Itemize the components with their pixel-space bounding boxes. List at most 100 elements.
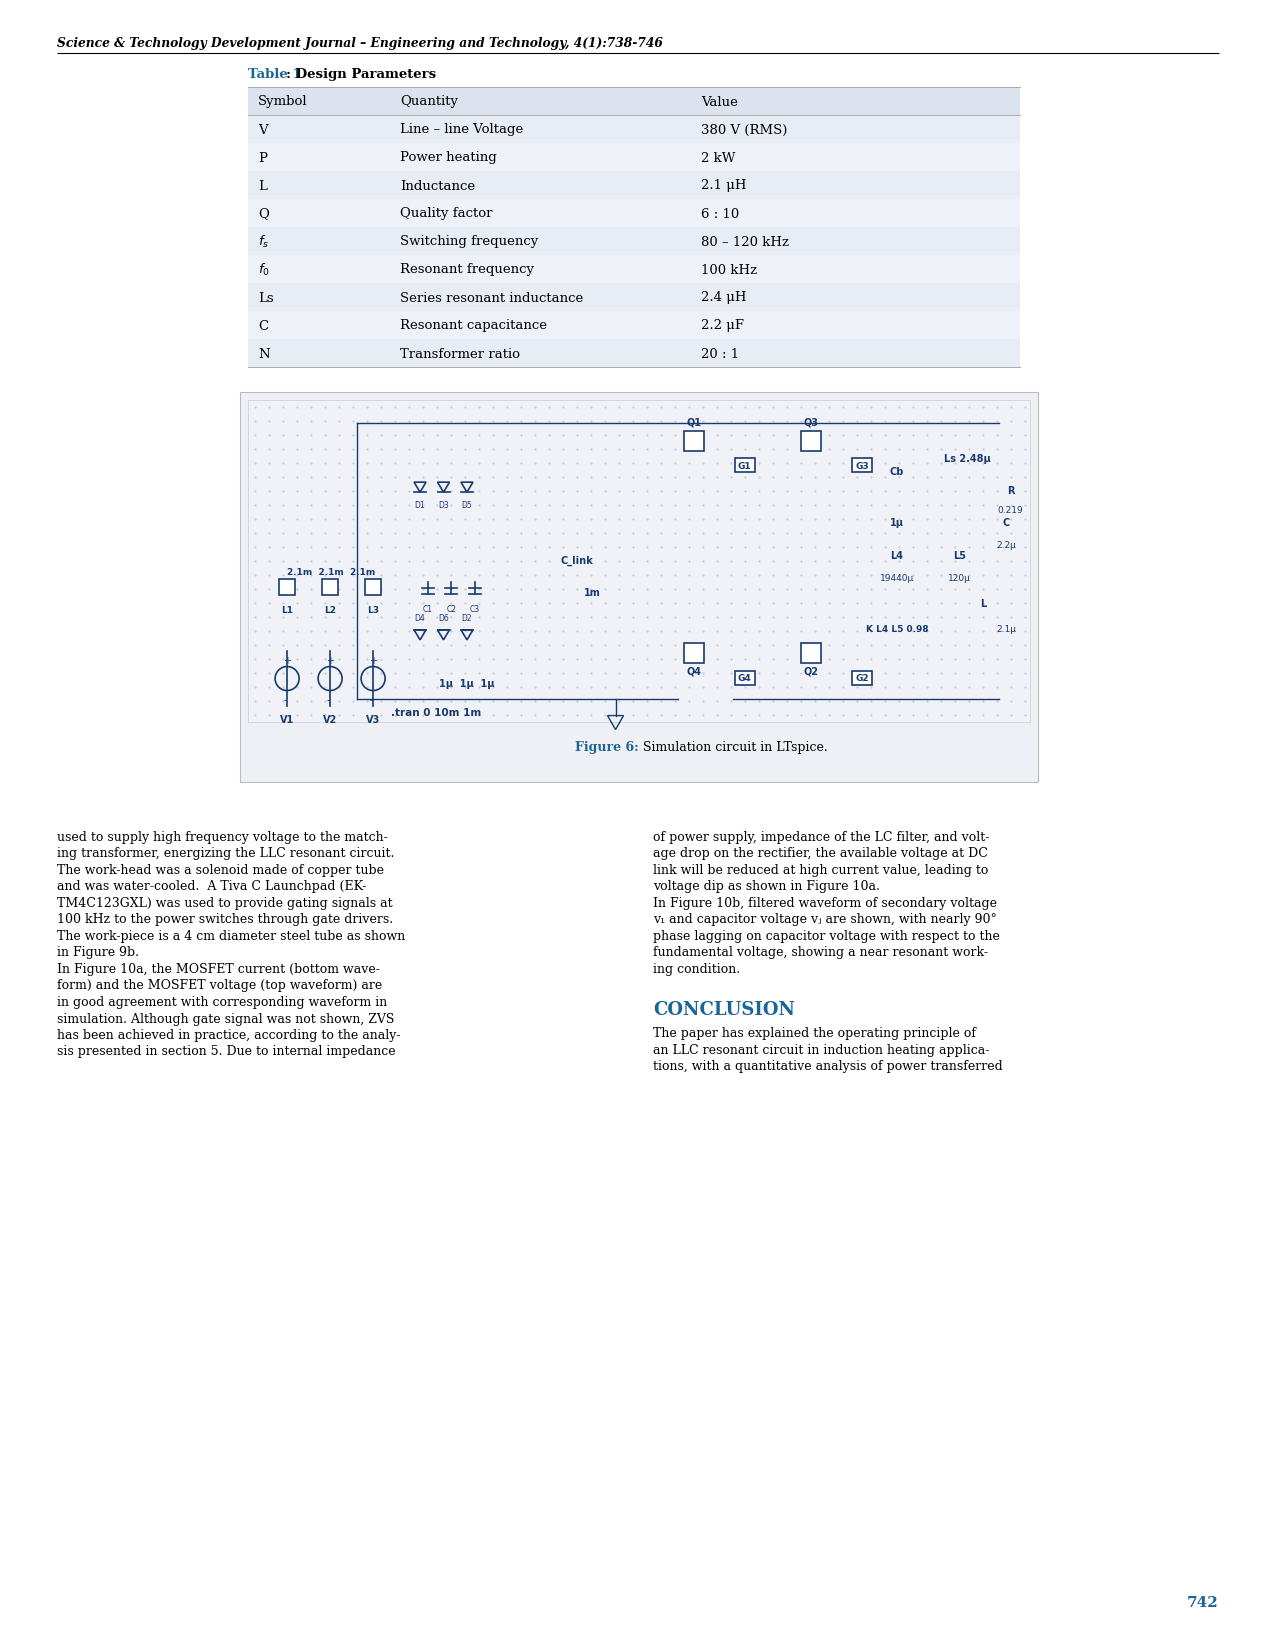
Text: : Design Parameters: : Design Parameters (286, 68, 436, 81)
Text: The paper has explained the operating principle of: The paper has explained the operating pr… (653, 1027, 976, 1040)
Text: 19440μ: 19440μ (880, 574, 914, 582)
Text: 80 – 120 kHz: 80 – 120 kHz (701, 236, 789, 249)
Bar (684, 432, 704, 452)
Text: Q4: Q4 (686, 666, 702, 676)
Text: R: R (1007, 486, 1014, 496)
Bar (248, 400, 1030, 722)
Bar (365, 580, 382, 595)
Text: Q3: Q3 (804, 417, 818, 427)
Bar (248, 171, 1020, 199)
Text: link will be reduced at high current value, leading to: link will be reduced at high current val… (653, 864, 989, 877)
Text: Q1: Q1 (686, 417, 702, 427)
Text: G3: G3 (855, 461, 869, 471)
Text: C1: C1 (422, 605, 433, 613)
Bar (248, 87, 1020, 115)
Text: Simulation circuit in LTspice.: Simulation circuit in LTspice. (639, 742, 828, 755)
Text: voltage dip as shown in Figure 10a.: voltage dip as shown in Figure 10a. (653, 880, 880, 893)
Text: Switching frequency: Switching frequency (399, 236, 538, 249)
Text: Series resonant inductance: Series resonant inductance (399, 292, 583, 305)
Text: C: C (258, 320, 268, 333)
Text: sis presented in section 5. Due to internal impedance: sis presented in section 5. Due to inter… (57, 1045, 396, 1058)
Text: Symbol: Symbol (258, 96, 308, 109)
Text: Power heating: Power heating (399, 152, 496, 165)
Text: G4: G4 (738, 674, 752, 682)
Text: 1μ: 1μ (891, 517, 905, 527)
Bar (248, 283, 1020, 311)
Text: 380 V (RMS): 380 V (RMS) (701, 124, 787, 137)
Text: phase lagging on capacitor voltage with respect to the: phase lagging on capacitor voltage with … (653, 929, 1000, 943)
Text: 2.4 μH: 2.4 μH (701, 292, 746, 305)
Text: C_link: C_link (560, 555, 593, 565)
Text: of power supply, impedance of the LC filter, and volt-: of power supply, impedance of the LC fil… (653, 831, 989, 844)
Bar (248, 255, 1020, 283)
Text: form) and the MOSFET voltage (top waveform) are: form) and the MOSFET voltage (top wavefo… (57, 979, 383, 992)
Text: Resonant capacitance: Resonant capacitance (399, 320, 547, 333)
Text: 2.1 μH: 2.1 μH (701, 180, 746, 193)
Text: ing transformer, energizing the LLC resonant circuit.: ing transformer, energizing the LLC reso… (57, 847, 394, 860)
Text: Transformer ratio: Transformer ratio (399, 348, 521, 361)
Text: in good agreement with corresponding waveform in: in good agreement with corresponding wav… (57, 995, 387, 1009)
Text: has been achieved in practice, according to the analy-: has been achieved in practice, according… (57, 1028, 401, 1042)
Text: L4: L4 (891, 550, 903, 560)
Text: V: V (258, 124, 268, 137)
Bar (801, 644, 820, 664)
Text: fundamental voltage, showing a near resonant work-: fundamental voltage, showing a near reso… (653, 946, 988, 959)
Text: In Figure 10b, filtered waveform of secondary voltage: In Figure 10b, filtered waveform of seco… (653, 897, 997, 910)
Text: The work-piece is a 4 cm diameter steel tube as shown: The work-piece is a 4 cm diameter steel … (57, 929, 406, 943)
Text: D5: D5 (462, 501, 472, 509)
Text: TM4C123GXL) was used to provide gating signals at: TM4C123GXL) was used to provide gating s… (57, 897, 393, 910)
Text: 2.2 μF: 2.2 μF (701, 320, 744, 333)
Text: v₁ and capacitor voltage vⱼ are shown, with nearly 90°: v₁ and capacitor voltage vⱼ are shown, w… (653, 913, 997, 926)
Text: +: + (327, 656, 334, 666)
Text: Line – line Voltage: Line – line Voltage (399, 124, 523, 137)
Text: Cb: Cb (889, 466, 905, 476)
Text: D3: D3 (438, 501, 449, 509)
Bar (248, 115, 1020, 143)
Text: and was water-cooled.  A Tiva C Launchpad (EK-: and was water-cooled. A Tiva C Launchpad… (57, 880, 366, 893)
Text: C3: C3 (470, 605, 480, 613)
Text: Q2: Q2 (804, 666, 818, 676)
Bar (852, 671, 872, 686)
Text: 20 : 1: 20 : 1 (701, 348, 739, 361)
Bar (735, 671, 754, 686)
Bar (684, 644, 704, 664)
Text: simulation. Although gate signal was not shown, ZVS: simulation. Although gate signal was not… (57, 1012, 394, 1025)
Bar (248, 143, 1020, 171)
Text: +: + (369, 656, 378, 666)
Text: tions, with a quantitative analysis of power transferred: tions, with a quantitative analysis of p… (653, 1060, 1003, 1073)
Text: Value: Value (701, 96, 738, 109)
Text: 1m: 1m (583, 587, 601, 597)
Text: Quality factor: Quality factor (399, 208, 493, 221)
Text: V2: V2 (323, 715, 337, 725)
Text: L: L (980, 598, 986, 608)
Text: in Figure 9b.: in Figure 9b. (57, 946, 139, 959)
Text: N: N (258, 348, 269, 361)
Bar (240, 392, 1037, 783)
Text: -: - (327, 694, 329, 704)
Text: .tran 0 10m 1m: .tran 0 10m 1m (390, 709, 481, 719)
Text: used to supply high frequency voltage to the match-: used to supply high frequency voltage to… (57, 831, 388, 844)
Text: 6 : 10: 6 : 10 (701, 208, 739, 221)
Text: -: - (369, 694, 373, 704)
Text: P: P (258, 152, 267, 165)
Text: CONCLUSION: CONCLUSION (653, 1000, 795, 1018)
Text: G1: G1 (738, 461, 752, 471)
Bar (279, 580, 295, 595)
Bar (801, 432, 820, 452)
Text: age drop on the rectifier, the available voltage at DC: age drop on the rectifier, the available… (653, 847, 988, 860)
Text: 2.1m  2.1m  2.1m: 2.1m 2.1m 2.1m (287, 569, 375, 577)
Text: -: - (283, 694, 287, 704)
Text: L: L (258, 180, 267, 193)
Text: 100 kHz to the power switches through gate drivers.: 100 kHz to the power switches through ga… (57, 913, 393, 926)
Text: ing condition.: ing condition. (653, 962, 740, 976)
Text: 100 kHz: 100 kHz (701, 264, 757, 277)
Text: +: + (283, 656, 291, 666)
Text: Quantity: Quantity (399, 96, 458, 109)
Text: V1: V1 (279, 715, 295, 725)
Text: L2: L2 (324, 605, 336, 615)
Text: Table 1: Table 1 (248, 68, 301, 81)
Bar (735, 460, 754, 473)
Text: 742: 742 (1187, 1595, 1219, 1608)
Text: C: C (1003, 517, 1011, 527)
Bar (248, 311, 1020, 339)
